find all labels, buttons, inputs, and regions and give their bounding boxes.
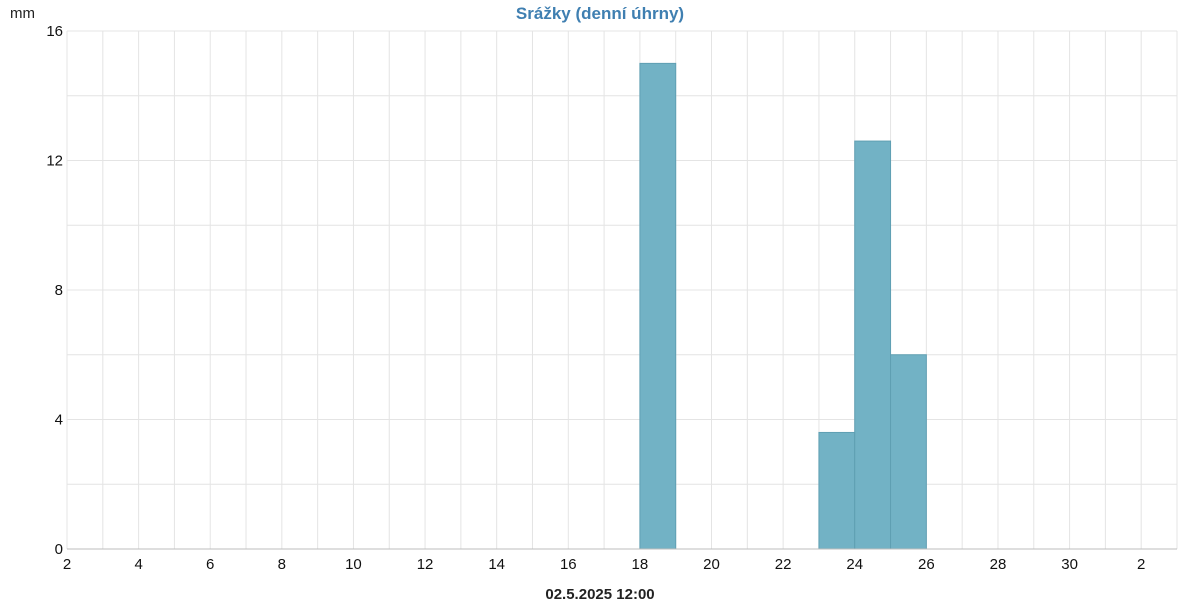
y-tick-label: 12 [46,153,63,170]
y-tick-label: 0 [55,541,63,558]
y-axis-unit: mm [10,5,35,22]
bar [854,140,892,550]
x-tick-label: 22 [775,556,792,573]
grid [66,30,1178,550]
x-tick-label: 18 [632,556,649,573]
x-tick-label: 4 [134,556,142,573]
x-axis-label: 02.5.2025 12:00 [545,586,654,600]
bars [639,62,927,550]
x-axis-ticks: 2 4 6 8 10 12 14 16 18 20 22 24 26 28 30 2 [63,556,1146,573]
x-tick-label: 6 [206,556,214,573]
x-tick-label: 20 [703,556,720,573]
x-tick-label: 30 [1061,556,1078,573]
x-tick-label: 10 [345,556,362,573]
x-tick-label: 28 [990,556,1007,573]
y-axis-ticks: 0 4 8 12 16 [46,23,63,558]
y-tick-label: 8 [55,282,63,299]
y-tick-label: 4 [55,412,63,429]
x-tick-label: 24 [846,556,863,573]
x-tick-label: 14 [488,556,505,573]
bar [639,62,677,550]
x-tick-label: 2 [63,556,71,573]
x-tick-label: 2 [1137,556,1145,573]
x-tick-label: 12 [417,556,434,573]
x-tick-label: 8 [278,556,286,573]
x-tick-label: 26 [918,556,935,573]
chart-title: Srážky (denní úhrny) [516,4,684,23]
bar [818,431,856,550]
bar [890,354,927,550]
x-tick-label: 16 [560,556,577,573]
y-tick-label: 16 [46,23,63,40]
